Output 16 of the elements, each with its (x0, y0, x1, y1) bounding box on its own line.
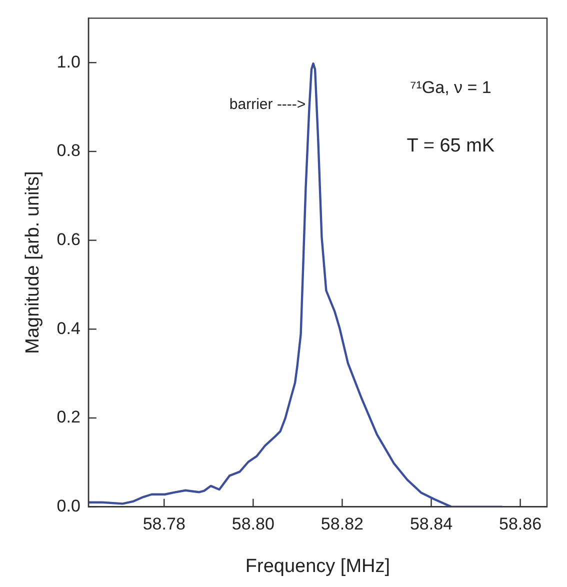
x-tick-label: 58.86 (499, 514, 542, 534)
x-tick-label: 58.80 (232, 514, 274, 534)
annotation: barrier ----> (229, 96, 306, 113)
y-tick-label: 0.4 (56, 318, 80, 338)
y-tick-label: 0.0 (56, 496, 80, 516)
y-tick-label: 1.0 (56, 52, 80, 72)
x-tick-label: 58.78 (142, 514, 186, 534)
annotation: ⁷¹Ga, ν = 1 (410, 78, 492, 97)
x-tick-label: 58.84 (410, 514, 453, 534)
x-axis-title: Frequency [MHz] (245, 556, 390, 577)
annotation: T = 65 mK (406, 135, 495, 156)
x-tick-label: 58.82 (320, 514, 364, 534)
y-axis-title: Magnitude [arb. units] (22, 171, 44, 354)
y-tick-label: 0.6 (56, 230, 80, 249)
y-tick-label: 0.2 (56, 408, 80, 427)
y-tick-label: 0.8 (56, 141, 80, 160)
